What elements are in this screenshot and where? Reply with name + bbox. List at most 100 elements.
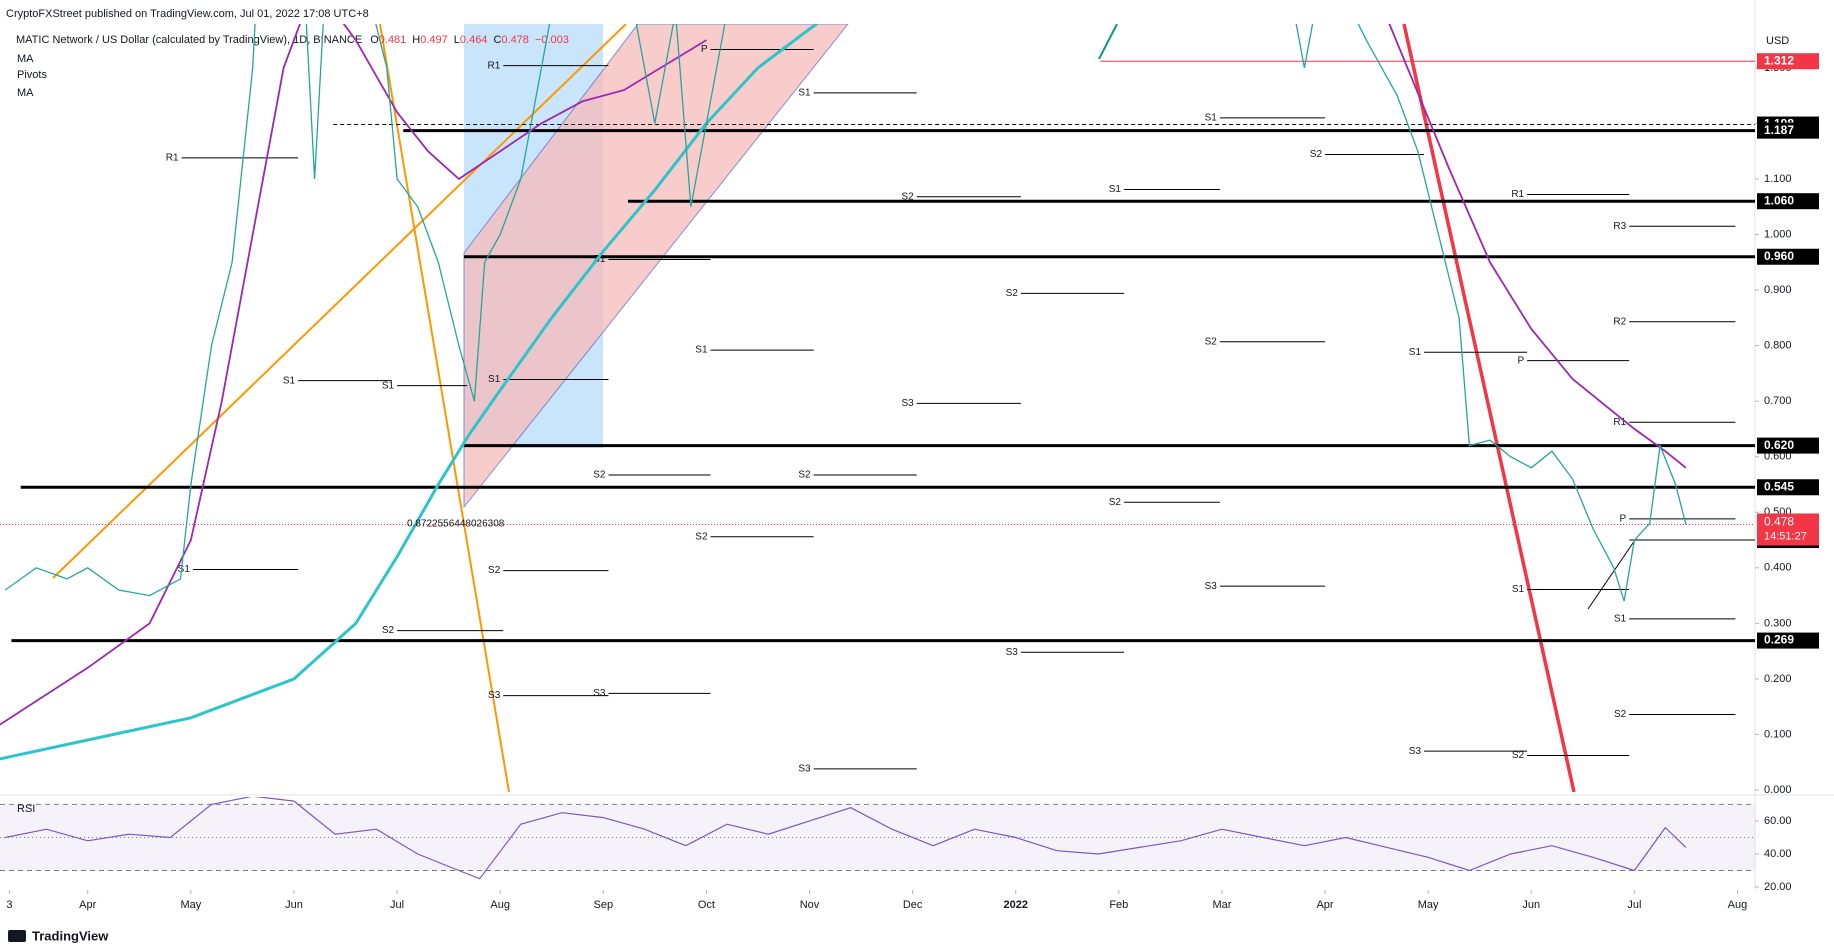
pivot-label: S1: [593, 254, 606, 265]
pivot-label: S1: [1205, 113, 1218, 124]
ohlc-key: O: [370, 34, 379, 46]
level-badge: [1757, 632, 1819, 649]
legend-entry: MA: [17, 87, 34, 99]
pivot-label: S2: [1006, 288, 1019, 299]
level-badge: [1757, 437, 1819, 454]
moving-average: [0, 24, 1687, 726]
ohlc-value: 0.497: [420, 34, 448, 46]
y-tick-label: 0.900: [1764, 284, 1792, 296]
pivot-label: S2: [1109, 497, 1122, 508]
pivot-label: S2: [1310, 149, 1323, 160]
ohlc-value: 0.464: [460, 34, 488, 46]
pivot-label: P: [1517, 355, 1524, 366]
legend-entry: Pivots: [17, 69, 47, 81]
countdown: 14:51:27: [1764, 530, 1807, 542]
pivot-label: S1: [283, 375, 296, 386]
rsi-band: [0, 804, 1755, 871]
y-tick-label: 0.600: [1764, 451, 1792, 463]
pivot-label: S2: [488, 565, 501, 576]
pivot-label: P: [1620, 514, 1627, 525]
pivot-label: S1: [1512, 584, 1525, 595]
x-tick-label: Jun: [1522, 899, 1540, 911]
x-tick-label: Jul: [390, 899, 404, 911]
x-tick-label: Jul: [1627, 899, 1641, 911]
x-tick-label: Aug: [1728, 899, 1748, 911]
x-tick-label: Nov: [800, 899, 820, 911]
level-badge-label: 0.620: [1764, 438, 1794, 452]
y-tick-label: 0.400: [1764, 562, 1792, 574]
x-tick-label: Feb: [1109, 899, 1128, 911]
x-tick-label: Apr: [1316, 899, 1333, 911]
y-tick-label: 1.100: [1764, 173, 1792, 185]
currency: USD: [1766, 35, 1789, 47]
y-tick-label: 0.000: [1764, 784, 1792, 796]
x-tick-label: Jun: [285, 899, 303, 911]
level-badge: [1757, 479, 1819, 496]
pivot-label: R1: [1613, 417, 1626, 428]
symbol-title: MATIC Network / US Dollar (calculated by…: [16, 34, 569, 46]
y-tick-label: 1.000: [1764, 228, 1792, 240]
ohlc-value: 0.478: [501, 34, 529, 46]
level-badge: [1757, 53, 1819, 70]
pivot-label: S1: [1614, 614, 1627, 625]
pivot-label: S1: [382, 380, 395, 391]
price-pane: R1 S1 S1 S2 S1 R1 S1 S2 S3 S1 S2 S3 P S1 S2 S1 S2 S3 S2 S3 S…: [0, 24, 1755, 775]
drawings: [52, 24, 1636, 792]
x-tick-label: Dec: [903, 899, 923, 911]
pivot-label: R1: [166, 153, 179, 164]
ohlc-value: 0.481: [379, 34, 407, 46]
y-tick-label: 0.800: [1764, 340, 1792, 352]
pivot-label: S2: [1205, 336, 1218, 347]
level-badge: [1757, 193, 1819, 210]
level-badge-label: 0.960: [1764, 249, 1794, 263]
wedge: [463, 24, 849, 509]
y-tick-label: 0.200: [1764, 673, 1792, 685]
pivot-label: S2: [901, 191, 914, 202]
price-line: [4, 24, 1687, 602]
footer-brand: TradingView: [32, 928, 109, 943]
ohlc-key: C: [493, 34, 501, 46]
pivot-label: S3: [1409, 746, 1422, 757]
pivot-label: R1: [1511, 189, 1524, 200]
title: MATIC Network / US Dollar (calculated by…: [16, 34, 362, 46]
trend-line: [379, 24, 510, 792]
tv-logo: [8, 930, 26, 942]
pivot-label: R3: [1613, 221, 1626, 232]
pivot-label: S3: [593, 688, 606, 699]
y-tick-label: 0.700: [1764, 395, 1792, 407]
x-tick-label: Sep: [593, 899, 613, 911]
x-tick-label: May: [1418, 899, 1439, 911]
pivot-label: S3: [901, 398, 914, 409]
pivot-label: S2: [695, 531, 708, 542]
y-tick-label: 60.00: [1764, 815, 1792, 827]
pivot-label: S2: [798, 470, 811, 481]
level-badge-label: 0.545: [1764, 479, 1794, 493]
level-badge-label: 1.312: [1764, 53, 1794, 67]
rsi-title: RSI: [17, 803, 35, 815]
legend-entry: MA: [17, 53, 34, 65]
x-tick-label: Oct: [698, 899, 715, 911]
x-tick-label: Aug: [490, 899, 510, 911]
trend-line: [1587, 539, 1636, 610]
x-tick-label: Apr: [79, 899, 96, 911]
y-tick-label: 40.00: [1764, 848, 1792, 860]
last-price-badge: [1757, 513, 1819, 546]
level-badge: [1757, 248, 1819, 265]
pivot-label: S3: [798, 764, 811, 775]
y-tick-label: 0.100: [1764, 728, 1792, 740]
pivot-label: S2: [593, 470, 606, 481]
pivot-label: R1: [487, 60, 500, 71]
y-tick-label: 20.00: [1764, 881, 1792, 893]
ohlc-key: H: [412, 34, 420, 46]
last-price-label: 0.478: [1764, 515, 1794, 529]
pivot-label: S1: [178, 564, 191, 575]
x-tick-label: 3: [6, 899, 12, 911]
level-badge-label: 1.187: [1764, 123, 1794, 137]
level-badge: [1757, 122, 1819, 139]
rsi-pane: [0, 797, 1755, 880]
pivot-label: S3: [1006, 647, 1019, 658]
pivot-label: S1: [695, 345, 708, 356]
pivot-label: S3: [1205, 581, 1218, 592]
